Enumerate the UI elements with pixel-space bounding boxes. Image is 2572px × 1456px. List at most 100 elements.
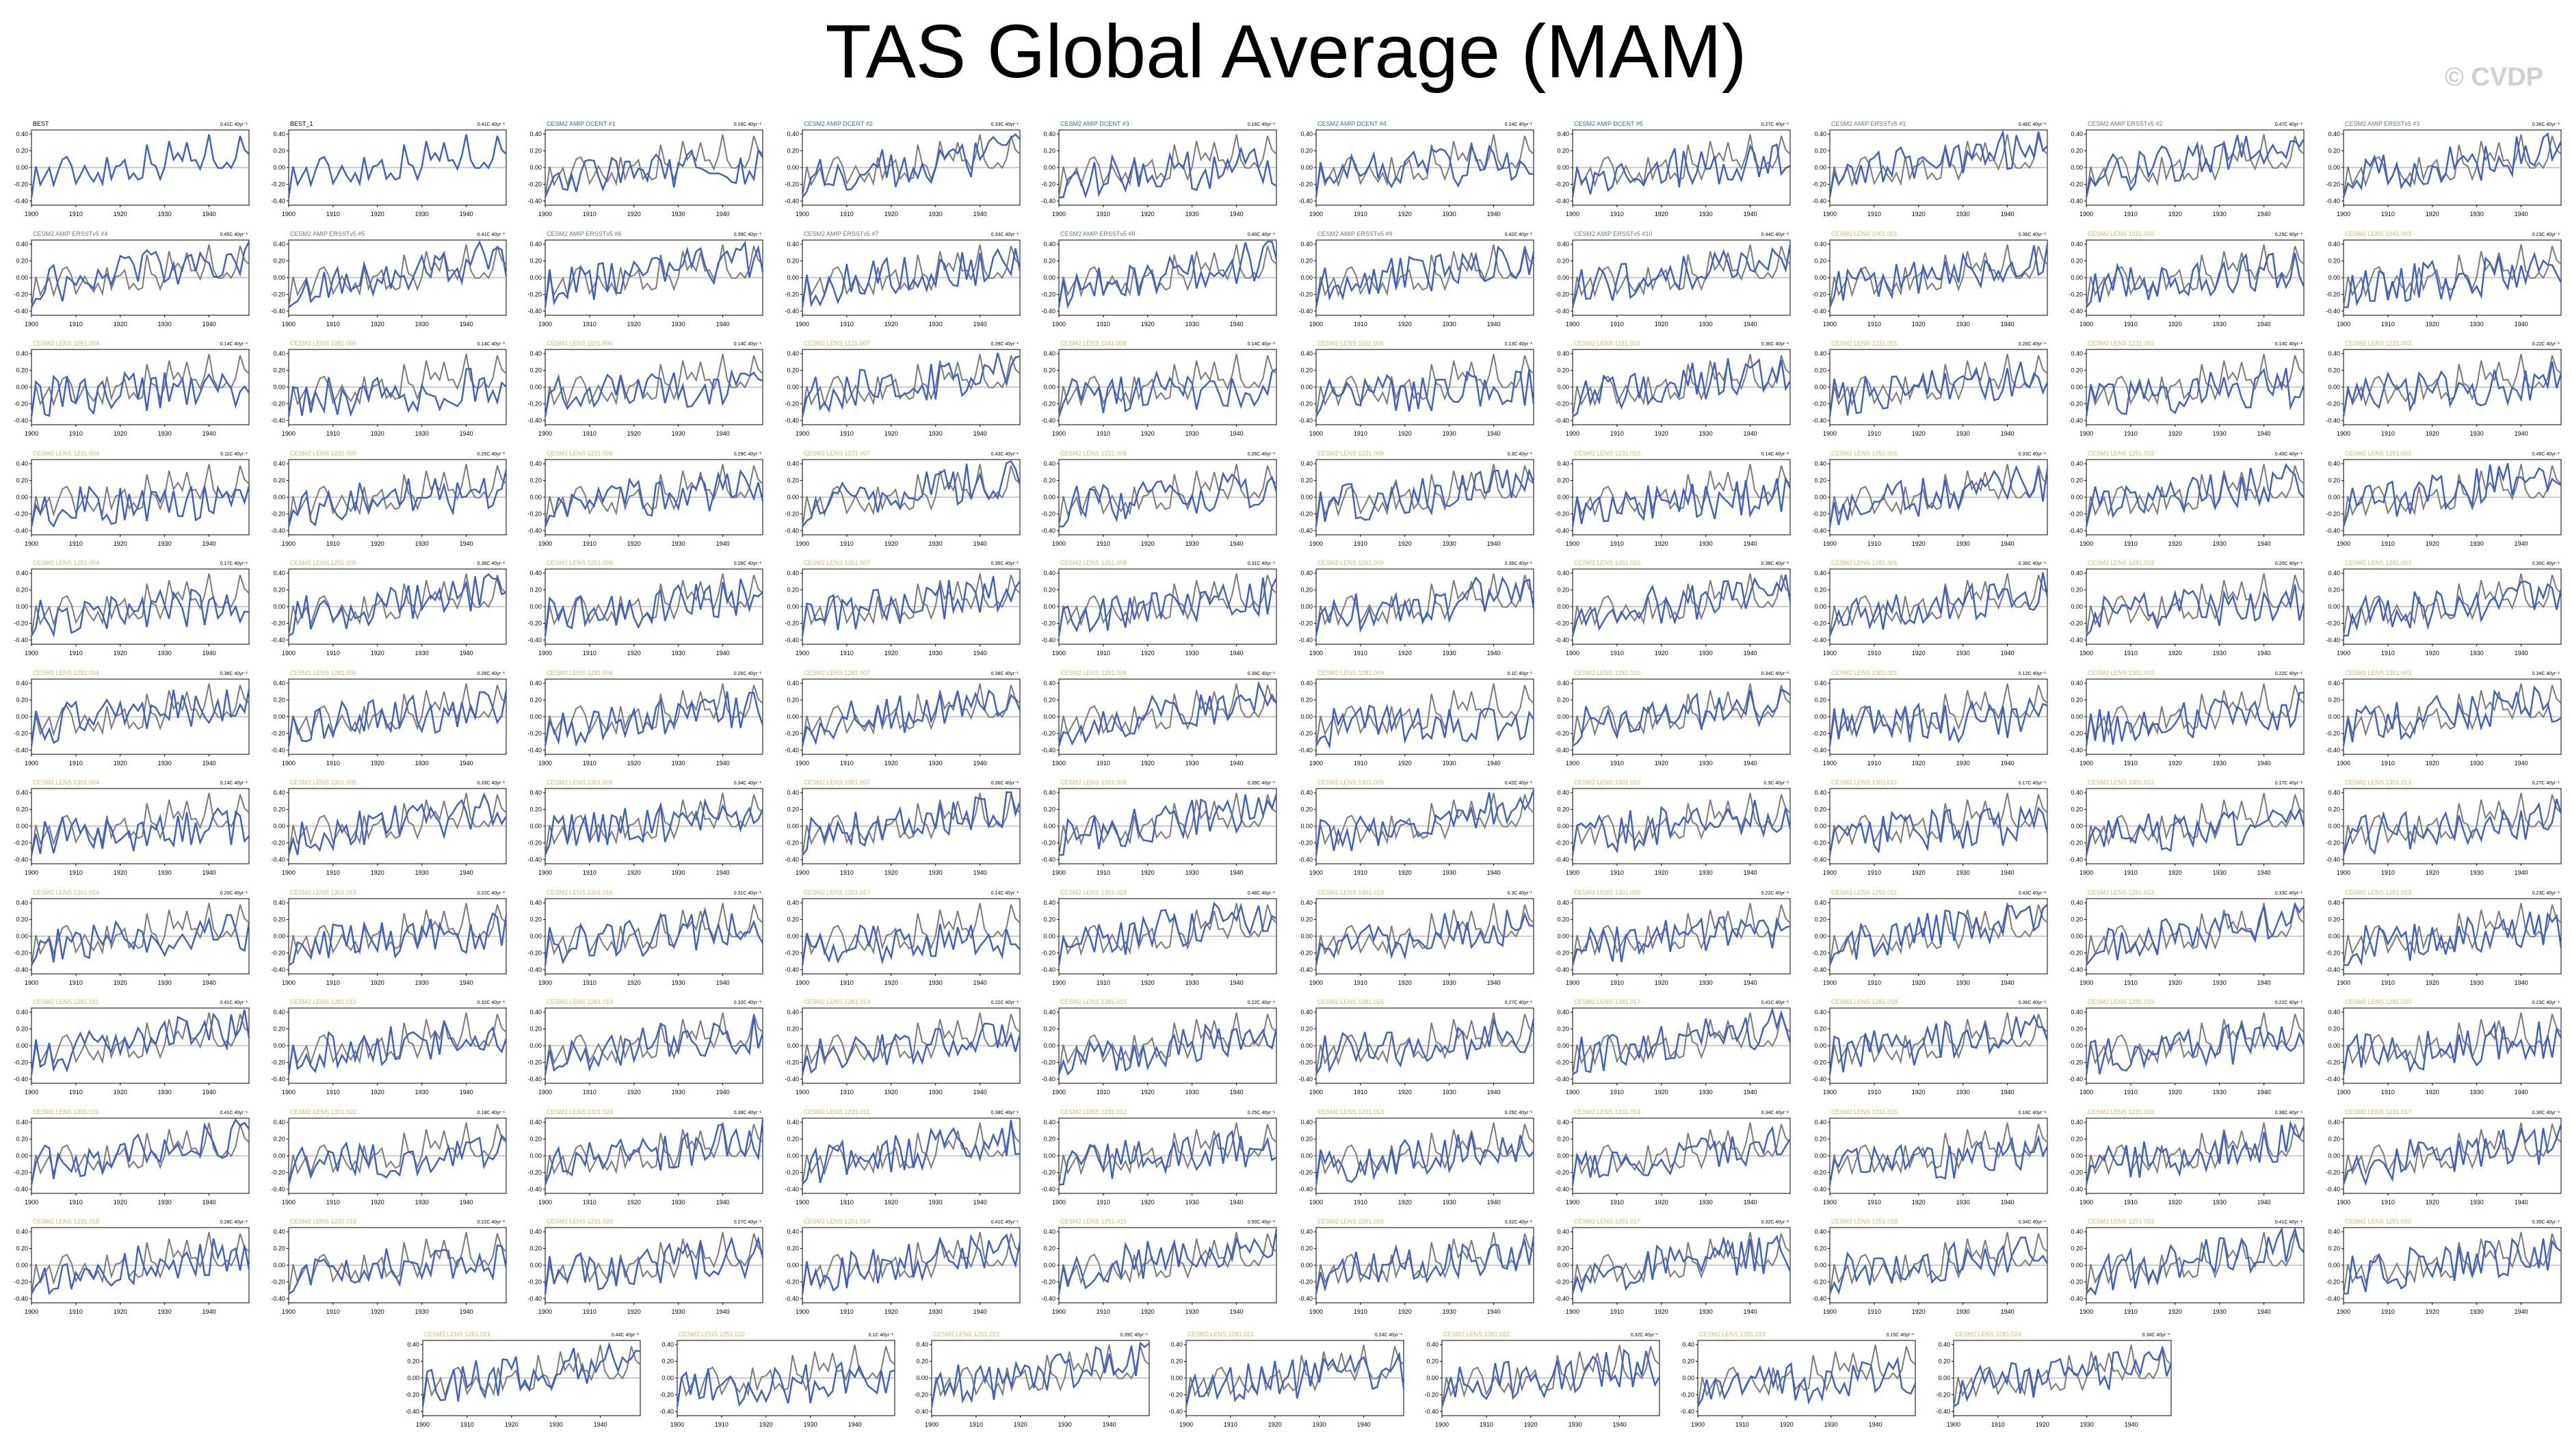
- panel-title: CESM2 AMIP ERSSTv5 #7: [804, 230, 878, 237]
- y-tick-label: 0.20: [787, 1135, 799, 1142]
- x-tick-label: 1940: [1230, 979, 1244, 986]
- x-tick-label: 1930: [158, 650, 172, 657]
- y-tick-label: 0.20: [529, 806, 542, 813]
- x-tick-label: 1940: [459, 760, 473, 767]
- y-tick-label: -0.20: [785, 1169, 799, 1176]
- y-tick-label: -0.20: [2326, 181, 2340, 187]
- x-tick-label: 1910: [69, 211, 83, 217]
- x-tick-label: 1940: [2000, 869, 2014, 876]
- x-tick-label: 1920: [1911, 1089, 1925, 1096]
- x-tick-label: 1940: [202, 1089, 216, 1096]
- y-tick-label: -0.20: [1812, 620, 1826, 626]
- y-tick-label: 0.20: [529, 367, 542, 374]
- y-tick-label: -0.40: [2326, 746, 2340, 753]
- y-tick-label: -0.20: [2069, 400, 2083, 407]
- panel-trend-label: 0.46C 40yr⁻¹: [2018, 122, 2046, 127]
- y-tick-label: 0.20: [787, 1026, 799, 1033]
- y-tick-label: -0.40: [785, 746, 799, 753]
- y-tick-label: 0.20: [1814, 1135, 1826, 1142]
- x-tick-label: 1920: [1141, 869, 1155, 876]
- y-tick-label: -0.20: [785, 181, 799, 187]
- panel-21: CESM2 LENS 1061.004 0.14C 40yr⁻¹0.400.200…: [14, 340, 250, 437]
- y-tick-label: 0.40: [2328, 131, 2340, 137]
- panel-12: CESM2 AMIP ERSSTv5 #5 0.41C 40yr⁻¹0.400.2…: [271, 230, 507, 328]
- y-tick-label: -0.40: [2326, 637, 2340, 644]
- x-tick-label: 1930: [928, 321, 942, 328]
- y-tick-label: 0.40: [1170, 1341, 1183, 1348]
- x-tick-label: 1930: [1442, 760, 1456, 767]
- y-tick-label: 0.40: [1814, 789, 1826, 796]
- x-tick-label: 1910: [1353, 540, 1367, 547]
- y-tick-label: 0.00: [16, 713, 28, 720]
- model-line: [2343, 251, 2562, 308]
- model-line: [801, 923, 1021, 965]
- model-line: [287, 367, 507, 417]
- y-tick-label: -0.40: [785, 417, 799, 424]
- y-tick-label: 0.20: [1043, 1245, 1055, 1252]
- y-tick-label: 0.40: [1043, 241, 1055, 248]
- y-tick-label: -0.40: [1041, 417, 1055, 424]
- panel-trend-label: 0.22C 40yr⁻¹: [2275, 672, 2303, 676]
- x-tick-label: 1900: [1691, 1421, 1705, 1428]
- observation-series-line: [287, 134, 507, 198]
- observation-line: [287, 354, 507, 418]
- y-tick-label: 0.20: [1682, 1358, 1694, 1365]
- panel-title: CESM2 LENS 1301.015: [290, 889, 356, 896]
- x-tick-label: 1910: [2124, 979, 2138, 986]
- y-tick-label: 0.20: [16, 477, 28, 484]
- y-tick-label: 0.00: [1557, 1152, 1569, 1159]
- x-tick-label: 1910: [1224, 1421, 1237, 1428]
- panel-trend-label: 0.17C 40yr⁻¹: [220, 561, 248, 566]
- x-tick-label: 1940: [2257, 321, 2271, 328]
- y-tick-label: 0.00: [1557, 823, 1569, 830]
- x-tick-label: 1910: [326, 1089, 339, 1096]
- x-tick-label: 1920: [1911, 540, 1925, 547]
- model-line: [30, 241, 250, 308]
- x-tick-label: 1910: [583, 1308, 596, 1315]
- x-tick-label: 1910: [839, 1089, 853, 1096]
- model-line: [1828, 464, 2048, 527]
- x-tick-label: 1920: [505, 1421, 519, 1428]
- panel-title: CESM2 LENS 1281.009: [1317, 670, 1384, 676]
- y-tick-label: 0.00: [273, 494, 285, 501]
- x-tick-label: 1930: [2469, 1089, 2483, 1096]
- y-tick-label: -0.20: [1555, 949, 1569, 956]
- panel-trend-label: 0.27C 40yr⁻¹: [2532, 781, 2560, 786]
- y-tick-label: 0.40: [2071, 1009, 2083, 1016]
- y-tick-label: -0.40: [1298, 198, 1313, 204]
- model-line: [1828, 361, 2048, 417]
- panel-title: CESM2 LENS 1301.019: [1317, 889, 1384, 896]
- model-line: [1828, 804, 2048, 856]
- panel-trend-label: 0.48C 40yr⁻¹: [1248, 891, 1276, 896]
- x-tick-label: 1910: [839, 430, 853, 437]
- x-tick-label: 1900: [1309, 1199, 1322, 1206]
- x-tick-label: 1900: [2336, 321, 2350, 328]
- y-tick-label: -0.40: [1041, 1185, 1055, 1192]
- y-tick-label: 0.00: [1557, 1042, 1569, 1049]
- observation-line: [801, 902, 1021, 966]
- y-tick-label: -0.40: [14, 1076, 28, 1083]
- y-tick-label: 0.20: [529, 1135, 542, 1142]
- x-tick-label: 1930: [2213, 650, 2227, 657]
- panel-trend-label: 0.41C 40yr⁻¹: [2275, 1220, 2303, 1225]
- y-tick-label: -0.40: [1298, 527, 1313, 533]
- y-tick-label: -0.20: [785, 1278, 799, 1285]
- x-tick-label: 1910: [839, 760, 853, 767]
- x-tick-label: 1930: [2213, 1089, 2227, 1096]
- x-tick-label: 1900: [281, 430, 295, 437]
- x-tick-label: 1940: [2514, 869, 2528, 876]
- model-line: [287, 239, 507, 308]
- x-tick-label: 1940: [2514, 650, 2528, 657]
- y-tick-label: 0.40: [1043, 1228, 1055, 1235]
- x-tick-label: 1920: [627, 430, 641, 437]
- x-tick-label: 1910: [583, 979, 596, 986]
- panel-28: CESM2 LENS 1231.001 0.26C 40yr⁻¹0.400.200…: [1812, 340, 2048, 437]
- x-tick-label: 1900: [1822, 430, 1836, 437]
- x-tick-label: 1920: [370, 1308, 384, 1315]
- x-tick-label: 1900: [538, 430, 552, 437]
- x-tick-label: 1940: [716, 321, 730, 328]
- y-tick-label: 0.40: [2328, 241, 2340, 248]
- x-tick-label: 1930: [672, 1308, 685, 1315]
- panel-61: CESM2 LENS 1301.004 0.14C 40yr⁻¹0.400.200…: [14, 779, 250, 876]
- y-tick-label: 0.40: [16, 241, 28, 248]
